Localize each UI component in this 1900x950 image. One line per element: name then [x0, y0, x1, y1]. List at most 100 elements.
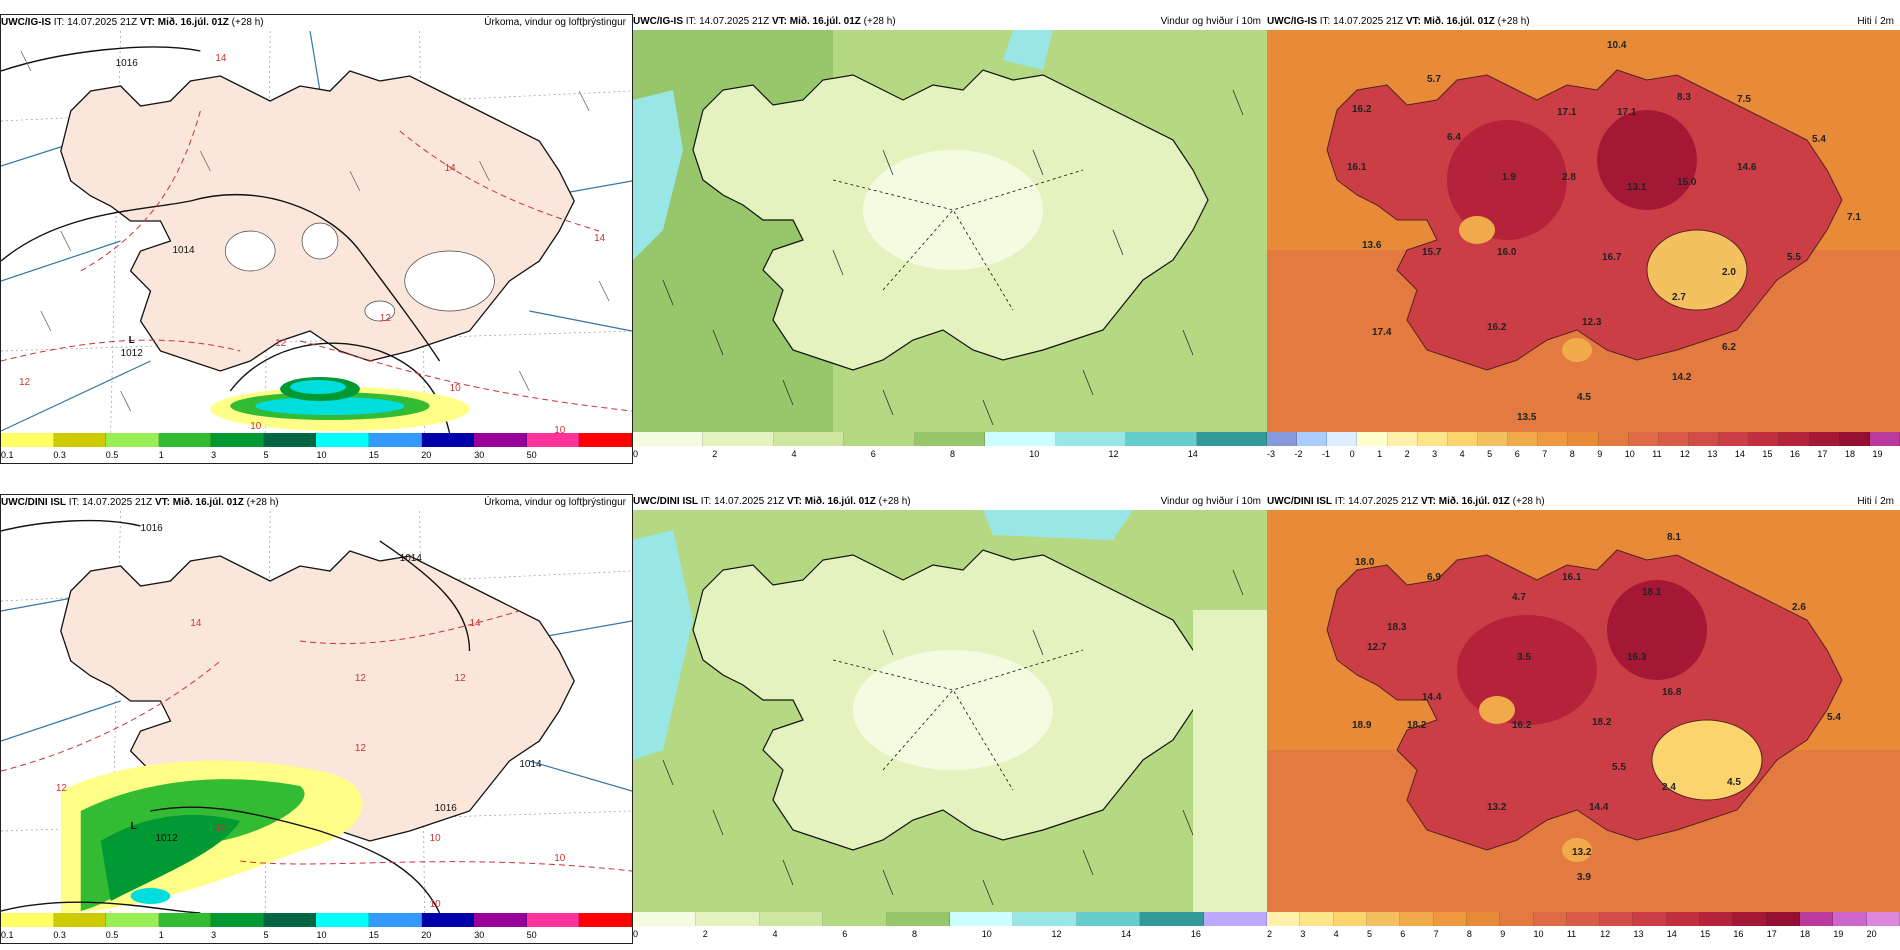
colorbar-tick: 4	[1333, 929, 1339, 939]
temperature-label: 7.1	[1847, 212, 1861, 223]
colorbar-tick: -1	[1322, 449, 1331, 459]
panel-header: UWC/DINI ISL IT: 14.07.2025 21Z VT: Mið.…	[1267, 494, 1900, 510]
temperature-label: 17.1	[1617, 107, 1637, 118]
panel-header: UWC/IG-IS IT: 14.07.2025 21Z VT: Mið. 16…	[1267, 14, 1900, 30]
temperature-label: 3.5	[1517, 652, 1531, 663]
temperature-label: 16.3	[1627, 652, 1647, 663]
colorbar-tick: 8	[1569, 449, 1575, 459]
temperature-label: 4.5	[1727, 777, 1741, 788]
temp-map: 10.4 5.7 8.3 7.5 16.2 6.4 17.1 17.1 5.4 16.1 1.9 2.…	[1267, 30, 1900, 432]
precip-map: 1016 1014 14 14 12 12 12 1014 1016 10 10…	[1, 511, 632, 913]
svg-text:10: 10	[554, 853, 566, 864]
temp-map: 18.0 8.1 6.9 4.7 16.1 18.1 2.6 18.3 12.7 3.5 16.3 1…	[1267, 510, 1900, 912]
temperature-label: 4.7	[1512, 592, 1526, 603]
temp-panel-dini: UWC/DINI ISL IT: 14.07.2025 21Z VT: Mið.…	[1267, 494, 1900, 944]
temperature-label: 13.1	[1627, 182, 1647, 193]
temperature-label: 13.2	[1572, 847, 1592, 858]
colorbar-tick: 16	[1789, 449, 1800, 459]
colorbar-tick: 16	[1733, 929, 1744, 939]
svg-text:14: 14	[470, 618, 482, 629]
temperature-label: 8.1	[1667, 532, 1681, 543]
colorbar-tick: 3	[1300, 929, 1306, 939]
colorbar-tick: 9	[1500, 929, 1506, 939]
svg-text:12: 12	[355, 673, 367, 684]
isobar-label: 1016	[116, 58, 139, 69]
colorbar-tick: 5	[1366, 929, 1372, 939]
svg-text:L: L	[131, 821, 137, 832]
temperature-label: 17.1	[1557, 107, 1577, 118]
temperature-label: 16.1	[1347, 162, 1367, 173]
temperature-label: 18.3	[1387, 622, 1407, 633]
precip-colorbar	[1, 433, 632, 447]
temperature-label: 16.2	[1352, 104, 1372, 115]
precip-panel-dini: UWC/DINI ISL IT: 14.07.2025 21Z VT: Mið.…	[0, 494, 633, 944]
panel-header: UWC/DINI ISL IT: 14.07.2025 21Z VT: Mið.…	[633, 494, 1267, 510]
colorbar-tick: 12	[1600, 929, 1611, 939]
temp-colorbar	[1267, 912, 1900, 926]
precip-map: 1016 14 1014 14 12 12 14 12 L 1012 10 10…	[1, 31, 632, 433]
colorbar-tick: -3	[1267, 449, 1276, 459]
temperature-label: 5.4	[1812, 134, 1826, 145]
temperature-label: 14.4	[1422, 692, 1442, 703]
temperature-label: 13.5	[1517, 412, 1537, 423]
temperature-label: 18.9	[1352, 720, 1372, 731]
temp-colorbar-ticks: -3 -2 -1 0 1 2 3 4 5 6 7 8 9 10 11 12 13 14 15 16 17 18 19	[1267, 448, 1900, 460]
svg-text:L: L	[129, 335, 135, 346]
colorbar-tick: 13	[1707, 449, 1718, 459]
svg-text:10: 10	[450, 383, 462, 394]
colorbar-tick: 4	[1459, 449, 1465, 459]
colorbar-tick: 15	[1700, 929, 1711, 939]
colorbar-tick: 13	[1633, 929, 1644, 939]
svg-text:14: 14	[445, 163, 457, 174]
svg-text:10: 10	[215, 823, 227, 834]
svg-text:1014: 1014	[400, 553, 423, 564]
precip-colorbar-ticks: 0.1 0.3 0.5 1 3 5 10 15 20 30 50	[1, 450, 537, 460]
temperature-label: 13.2	[1487, 802, 1507, 813]
temp-colorbar	[1267, 432, 1900, 446]
temperature-label: 14.4	[1589, 802, 1609, 813]
svg-text:1016: 1016	[435, 803, 458, 814]
temperature-label: 16.2	[1512, 720, 1532, 731]
temperature-label: 15.0	[1677, 177, 1697, 188]
colorbar-tick: 18	[1844, 449, 1855, 459]
colorbar-tick: 3	[1432, 449, 1438, 459]
svg-text:10: 10	[554, 425, 566, 433]
svg-text:12: 12	[355, 743, 367, 754]
temperature-label: 18.1	[1642, 587, 1662, 598]
colorbar-tick: 19	[1872, 449, 1883, 459]
colorbar-tick: 20	[1866, 929, 1877, 939]
svg-text:10: 10	[250, 421, 262, 432]
temperature-label: 2.0	[1722, 267, 1736, 278]
temperature-label: 13.6	[1362, 240, 1382, 251]
svg-text:12: 12	[380, 313, 392, 324]
temperature-label: 5.5	[1612, 762, 1626, 773]
temperature-label: 5.7	[1427, 74, 1441, 85]
temperature-label: 1.9	[1502, 172, 1516, 183]
temperature-label: 3.9	[1577, 872, 1591, 883]
temp-colorbar-ticks: 2 3 4 5 6 7 8 9 10 11 12 13 14 15 16 17 18 19 20	[1267, 928, 1900, 940]
precip-colorbar	[1, 913, 632, 927]
precip-panel-igis: UWC/IG-IS IT: 14.07.2025 21Z VT: Mið. 16…	[0, 14, 633, 464]
panel-header: UWC/DINI ISL IT: 14.07.2025 21Z VT: Mið.…	[1, 495, 632, 511]
svg-text:10: 10	[430, 899, 442, 910]
colorbar-tick: 9	[1597, 449, 1603, 459]
panel-title: Úrkoma, vindur og loftþrýstingur	[484, 497, 626, 508]
panel-title: Vindur og hviður í 10m	[1160, 496, 1261, 507]
colorbar-tick: 2	[1404, 449, 1410, 459]
svg-text:14: 14	[190, 618, 202, 629]
colorbar-tick: 7	[1433, 929, 1439, 939]
wind-colorbar	[633, 432, 1267, 446]
svg-text:1012: 1012	[121, 348, 144, 359]
svg-text:10: 10	[430, 833, 442, 844]
panel-title: Hiti í 2m	[1857, 16, 1894, 27]
colorbar-tick: 18	[1800, 929, 1811, 939]
colorbar-tick: 11	[1566, 929, 1577, 939]
temperature-label: 14.2	[1672, 372, 1692, 383]
svg-text:1016: 1016	[141, 523, 164, 534]
wind-panel-igis: UWC/IG-IS IT: 14.07.2025 21Z VT: Mið. 16…	[633, 14, 1267, 464]
temperature-label: 16.2	[1487, 322, 1507, 333]
svg-text:12: 12	[455, 673, 467, 684]
temperature-label: 18.2	[1592, 717, 1612, 728]
temperature-label: 14.6	[1737, 162, 1757, 173]
temperature-label: 18.0	[1355, 557, 1375, 568]
